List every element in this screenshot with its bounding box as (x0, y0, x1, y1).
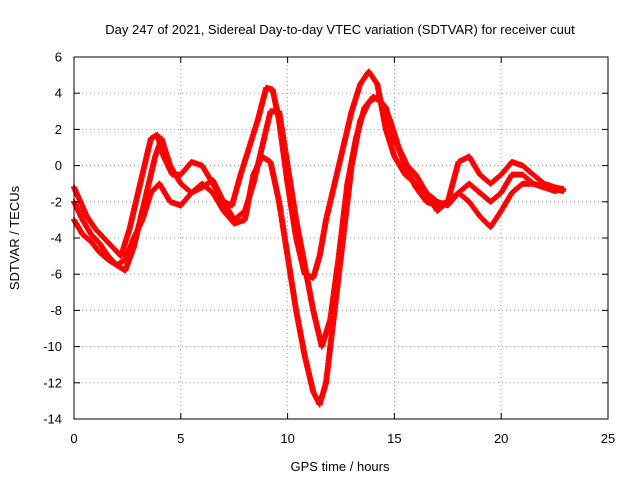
y-tick-label: 2 (55, 122, 62, 137)
x-tick-label: 15 (387, 431, 401, 446)
y-tick-label: -4 (50, 231, 62, 246)
y-tick-label: -8 (50, 303, 62, 318)
y-tick-label: -2 (50, 194, 62, 209)
y-axis-label: SDTVAR / TECUs (7, 185, 22, 290)
y-tick-labels: 6 4 2 0 -2 -4 -6 -8 -10 -12 -14 (43, 50, 62, 427)
y-tick-label: -10 (43, 339, 62, 354)
x-tick-label: 0 (70, 431, 77, 446)
x-axis-label: GPS time / hours (291, 459, 390, 474)
chart-title: Day 247 of 2021, Sidereal Day-to-day VTE… (105, 22, 575, 37)
y-tick-label: -12 (43, 375, 62, 390)
series-track-a (71, 68, 567, 281)
y-tick-label: -14 (43, 412, 62, 427)
y-tick-label: -6 (50, 267, 62, 282)
x-tick-label: 10 (280, 431, 294, 446)
y-tick-label: 0 (55, 158, 62, 173)
data-marks (71, 68, 567, 408)
x-tick-labels: 0 5 10 15 20 25 (70, 431, 615, 446)
x-tick-label: 25 (601, 431, 615, 446)
x-tick-label: 5 (177, 431, 184, 446)
y-tick-label: 6 (55, 50, 62, 65)
y-tick-label: 4 (55, 86, 62, 101)
axis-ticks (73, 56, 609, 420)
data-point (560, 187, 567, 194)
x-tick-label: 20 (494, 431, 508, 446)
series-track-c (71, 93, 567, 408)
